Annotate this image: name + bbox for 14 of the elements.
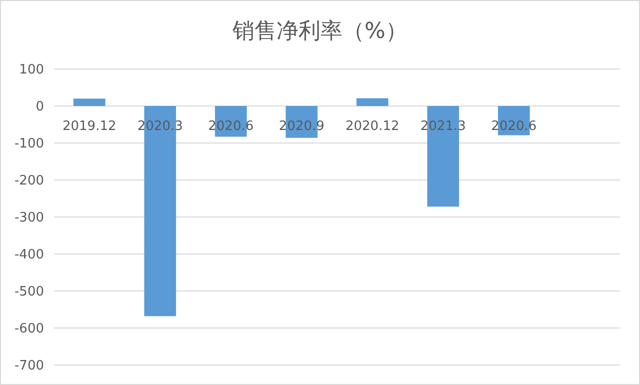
y-tick-label: -200: [14, 174, 44, 189]
bar: [356, 98, 388, 106]
x-tick-label: 2020.12: [345, 119, 400, 134]
y-tick-label: -700: [14, 358, 44, 374]
y-tick-label: -400: [14, 248, 44, 263]
y-tick-label: 0: [36, 100, 44, 115]
x-tick-label: 2019.12: [62, 119, 116, 134]
chart-title: 销售净利率（%）: [232, 19, 408, 44]
y-tick-label: -500: [14, 284, 44, 300]
y-tick-label: -600: [14, 322, 44, 337]
bar: [73, 98, 106, 106]
y-tick-label: -100: [14, 136, 44, 152]
y-tick-label: -300: [14, 210, 44, 226]
y-tick-label: 100: [19, 62, 44, 78]
